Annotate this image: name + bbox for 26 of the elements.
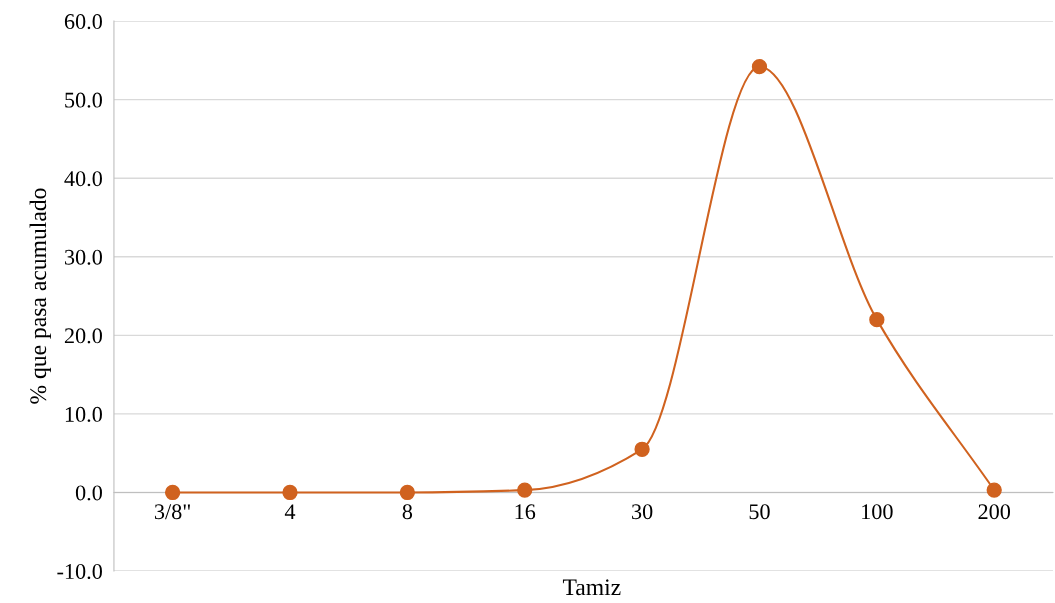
point [164,484,181,501]
y-tick-label: 50.0 [65,92,102,108]
x-tick-label: 30 [632,504,653,520]
x-axis-title: Tamiz [562,579,621,596]
point [634,441,650,457]
point [517,482,533,498]
y-tick-label: 30.0 [65,249,102,265]
point [751,59,768,75]
y-axis-title: % que pasa acumulado [29,188,51,404]
y-tick-label: -10.0 [57,563,102,580]
y-tick-label: 10.0 [65,406,102,422]
y-tick-label: 40.0 [64,171,102,187]
x-tick-label: 4 [284,504,296,520]
point [986,482,1002,498]
y-tick-label: 0.0 [75,485,102,501]
x-tick-label: 8 [402,504,413,520]
x-tick-label: 200 [978,504,1011,520]
x-tick-label: 50 [749,504,770,520]
x-tick-label: 100 [862,504,893,520]
point [869,312,885,328]
x-tick-label: 16 [515,504,536,520]
y-tick-label: 20.0 [64,328,102,344]
y-tick-label: 60.0 [64,14,102,30]
x-tick-label: 3/8" [154,504,190,520]
point [399,484,416,501]
point [282,484,298,501]
